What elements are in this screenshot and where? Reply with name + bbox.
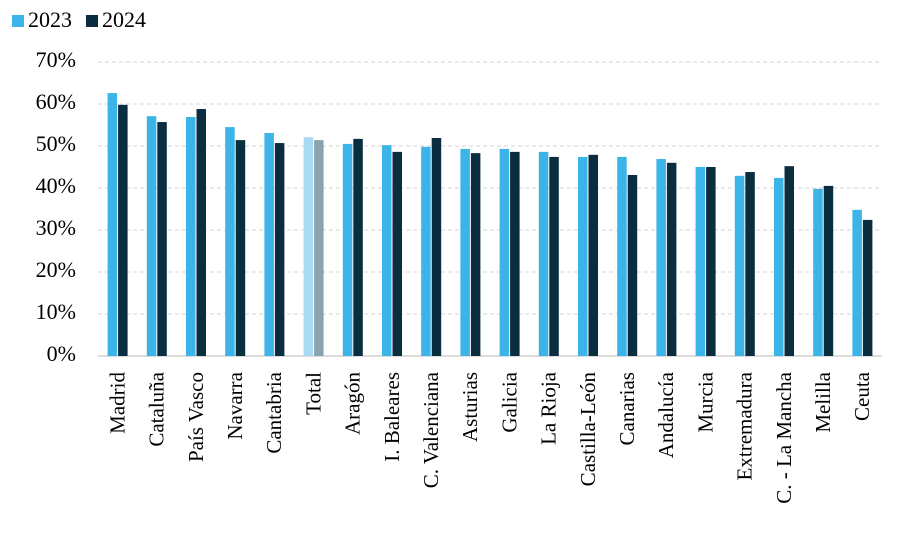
bar [617, 156, 627, 356]
bar [538, 151, 549, 356]
bar [695, 167, 706, 356]
x-tick-label: Asturias [458, 372, 482, 442]
bar [862, 219, 873, 356]
bar [264, 132, 274, 356]
bar [578, 156, 588, 356]
bar [784, 166, 794, 356]
y-tick-label: 60% [36, 89, 76, 114]
bar [499, 148, 510, 356]
bar [392, 151, 402, 356]
bar [353, 138, 363, 356]
bar [342, 143, 353, 356]
bar [225, 127, 235, 356]
legend-label: 2023 [28, 7, 72, 32]
y-tick-label: 50% [36, 131, 76, 156]
bar [656, 159, 666, 356]
x-tick-label: Galicia [497, 371, 521, 432]
bar [186, 117, 196, 357]
x-tick-label: Aragón [341, 372, 365, 435]
x-tick-label: Canarias [615, 372, 639, 445]
x-tick-label: Melilla [811, 371, 835, 432]
bar [745, 172, 755, 356]
y-tick-label: 40% [36, 173, 76, 198]
bar [157, 122, 167, 356]
x-tick-label: Madrid [105, 372, 129, 434]
x-tick-label: Extremadura [733, 371, 757, 480]
x-tick-label: Cataluña [145, 371, 169, 446]
x-tick-label: Ceuta [850, 371, 874, 421]
bar [274, 143, 285, 356]
x-tick-label: I. Baleares [380, 372, 404, 462]
y-tick-label: 0% [47, 341, 76, 366]
legend-swatch [86, 15, 98, 27]
bar [627, 174, 638, 356]
y-tick-label: 20% [36, 257, 76, 282]
y-tick-label: 70% [36, 47, 76, 72]
x-tick-label: Castilla-León [576, 372, 600, 487]
bar [421, 146, 431, 356]
legend-swatch [12, 15, 24, 27]
bar [823, 185, 834, 356]
bar [460, 148, 470, 356]
y-tick-label: 30% [36, 215, 76, 240]
x-tick-label: Total [301, 372, 325, 415]
bar [813, 188, 823, 356]
bar [107, 93, 118, 356]
bar [196, 109, 206, 356]
bar [235, 140, 246, 356]
bar [303, 137, 314, 356]
y-tick-label: 10% [36, 299, 76, 324]
legend-label: 2024 [102, 7, 146, 32]
bar [118, 104, 128, 356]
bar [314, 140, 324, 356]
bar [146, 116, 157, 357]
bar [666, 162, 677, 356]
bar [706, 167, 716, 356]
bar [382, 145, 392, 356]
x-tick-label: Cantabria [262, 371, 286, 453]
x-tick-label: País Vasco [184, 372, 208, 462]
x-tick-label: Murcia [693, 371, 717, 432]
bar [470, 153, 481, 356]
bar [510, 151, 520, 356]
x-tick-label: Andalucía [654, 371, 678, 458]
x-tick-label: C. - La Mancha [772, 371, 796, 503]
bar [549, 156, 559, 356]
bar [588, 154, 598, 356]
x-tick-label: Navarra [223, 371, 247, 439]
x-tick-label: C. Valenciana [419, 371, 443, 488]
bar [431, 138, 442, 356]
bar [852, 209, 862, 356]
bar [734, 175, 745, 356]
x-tick-label: La Rioja [537, 371, 561, 445]
bar [774, 177, 784, 356]
